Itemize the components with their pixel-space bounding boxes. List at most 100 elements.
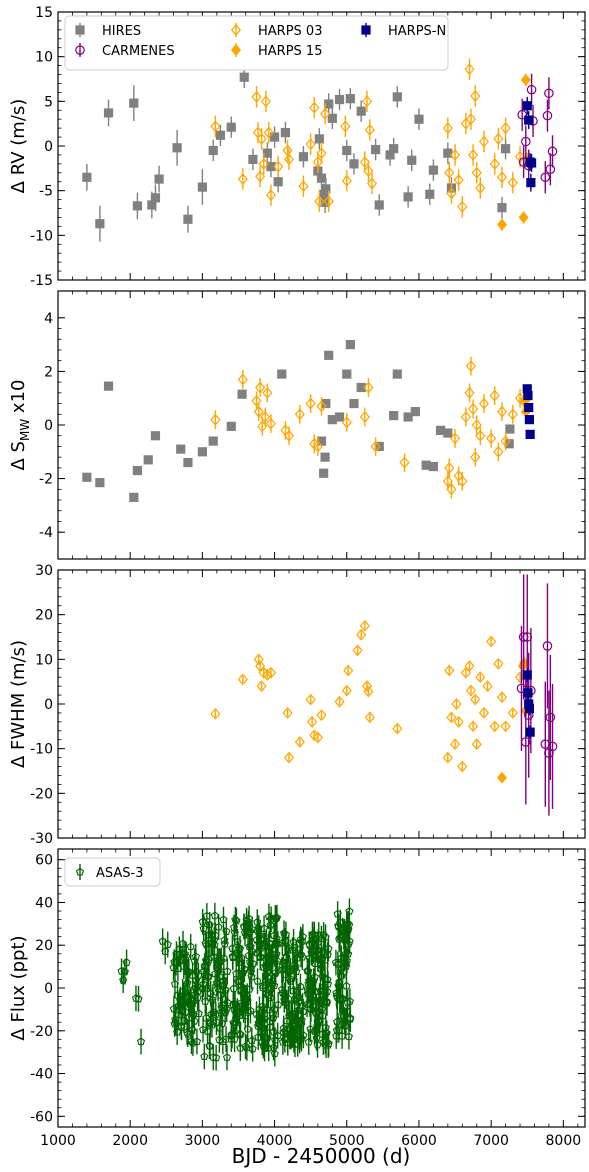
flux-point-asas-3 bbox=[307, 994, 317, 1003]
rv-point-hires bbox=[197, 182, 207, 192]
rv-point-hires bbox=[280, 127, 291, 138]
smw-point-harps-03 bbox=[251, 394, 262, 407]
flux-point-asas-3 bbox=[324, 944, 333, 953]
flux-point-asas-3 bbox=[198, 917, 207, 926]
flux-point-asas-3 bbox=[236, 1030, 245, 1039]
rv-point-harps-03 bbox=[283, 153, 295, 166]
fwhm-point-harps-03 bbox=[392, 722, 403, 735]
rv-point-hires bbox=[208, 145, 218, 156]
rv-ytick-label-10: 10 bbox=[35, 50, 53, 66]
fwhm-point-harps-03 bbox=[265, 666, 277, 679]
fwhm-point-harps-03 bbox=[363, 685, 374, 698]
rv-point-harps-03 bbox=[305, 138, 316, 151]
flux-ytick-label-20: 20 bbox=[35, 938, 53, 954]
rv-point-harps-03 bbox=[273, 160, 284, 173]
rv-series-hires bbox=[82, 66, 511, 242]
rv-point-hires bbox=[497, 203, 507, 213]
flux-point-asas-3 bbox=[323, 950, 332, 959]
rv-point-harps-15 bbox=[496, 218, 508, 231]
rv-point-hires bbox=[150, 193, 161, 203]
smw-point-harps-03 bbox=[283, 429, 295, 442]
rv-legend-box bbox=[64, 15, 449, 71]
flux-point-asas-3 bbox=[321, 932, 330, 941]
flux-point-asas-3 bbox=[240, 965, 249, 973]
smw-point-hires bbox=[208, 436, 218, 446]
smw-ytick-label-2: 2 bbox=[44, 364, 53, 380]
rv-point-harps-03 bbox=[312, 156, 323, 169]
fwhm-point-harps-03 bbox=[283, 751, 295, 764]
flux-point-asas-3 bbox=[232, 916, 241, 925]
rv-point-hires bbox=[356, 106, 366, 116]
fwhm-point-harps-03 bbox=[489, 720, 500, 733]
fwhm-ticks: -30 -20 -10 0 10 20 30 bbox=[30, 563, 585, 847]
xtick-label-7000: 7000 bbox=[473, 1133, 509, 1149]
rv-point-hires bbox=[500, 144, 511, 154]
flux-point-asas-3 bbox=[284, 994, 293, 1003]
fwhm-point-harps-03 bbox=[237, 673, 248, 686]
rv-point-harps-03 bbox=[314, 195, 325, 208]
fwhm-point-harps-03 bbox=[446, 711, 457, 724]
flux-point-asas-3 bbox=[210, 940, 219, 949]
rv-point-hires bbox=[103, 108, 114, 118]
smw-point-harps-03 bbox=[475, 429, 486, 442]
rv-point-harps-03 bbox=[256, 132, 267, 145]
fwhm-point-carmenes bbox=[545, 712, 556, 723]
flux-point-asas-3 bbox=[191, 952, 200, 961]
smw-point-hires bbox=[410, 406, 420, 417]
smw-point-harps-03 bbox=[294, 408, 305, 421]
rv-ytick-label-15: 15 bbox=[35, 5, 53, 21]
fwhm-point-harps-03 bbox=[507, 706, 518, 719]
rv-point-harps-03 bbox=[507, 176, 518, 189]
flux-point-asas-3 bbox=[246, 1006, 255, 1015]
flux-point-asas-3 bbox=[190, 1016, 199, 1025]
flux-point-asas-3 bbox=[181, 955, 190, 964]
fwhm-point-harps-03 bbox=[451, 698, 462, 710]
flux-point-asas-3 bbox=[344, 939, 353, 948]
fwhm-point-harps-03 bbox=[307, 715, 318, 728]
rv-point-harps-03 bbox=[364, 123, 375, 136]
flux-point-asas-3 bbox=[304, 1037, 313, 1046]
legend-entry-harps-03: HARPS 03 bbox=[230, 23, 322, 39]
rv-point-hires bbox=[371, 144, 381, 155]
fwhm-point-harps-03 bbox=[210, 707, 221, 720]
smw-point-harps-03 bbox=[465, 360, 477, 373]
smw-ytick-label--4: -4 bbox=[39, 525, 53, 541]
rv-point-harps-03 bbox=[468, 148, 479, 161]
fwhm-series-harps-n bbox=[522, 668, 535, 739]
fwhm-point-harps-03 bbox=[359, 619, 370, 632]
rv-point-hires bbox=[239, 72, 249, 82]
flux-point-asas-3 bbox=[344, 1032, 353, 1041]
smw-point-hires bbox=[226, 421, 236, 431]
rv-series-harps-03 bbox=[210, 58, 526, 218]
rv-point-carmenes bbox=[540, 172, 551, 183]
fwhm-series-carmenes bbox=[516, 574, 558, 816]
rv-point-harps-03 bbox=[475, 182, 486, 194]
flux-point-asas-3 bbox=[345, 920, 354, 929]
flux-point-asas-3 bbox=[297, 1015, 306, 1024]
fwhm-point-harps-n bbox=[523, 688, 533, 698]
smw-point-hires bbox=[183, 457, 193, 468]
flux-point-asas-3 bbox=[284, 943, 293, 952]
smw-point-harps-n bbox=[524, 402, 534, 413]
smw-ylabel-sub: MW bbox=[18, 419, 32, 441]
rv-point-hires bbox=[183, 214, 193, 224]
legend-label-carmenes: CARMENES bbox=[102, 44, 175, 59]
smw-point-harps-03 bbox=[260, 410, 271, 423]
flux-point-asas-3 bbox=[259, 924, 269, 932]
flux-point-asas-3 bbox=[345, 997, 354, 1005]
smw-point-harps-03 bbox=[363, 381, 374, 394]
smw-point-hires bbox=[334, 412, 345, 422]
fwhm-marks bbox=[210, 574, 558, 816]
fwhm-point-harps-03 bbox=[253, 653, 264, 666]
smw-point-harps-03 bbox=[253, 405, 264, 418]
rv-point-harps-03 bbox=[341, 174, 352, 187]
fwhm-point-harps-03 bbox=[464, 660, 475, 672]
flux-point-asas-3 bbox=[345, 907, 354, 915]
flux-point-asas-3 bbox=[214, 922, 223, 931]
fwhm-point-harps-03 bbox=[364, 711, 375, 724]
smw-ytick-label-4: 4 bbox=[44, 311, 53, 327]
flux-point-asas-3 bbox=[221, 985, 230, 994]
fwhm-point-harps-03 bbox=[361, 680, 373, 693]
rv-point-hires bbox=[172, 143, 182, 153]
flux-point-asas-3 bbox=[289, 986, 298, 995]
